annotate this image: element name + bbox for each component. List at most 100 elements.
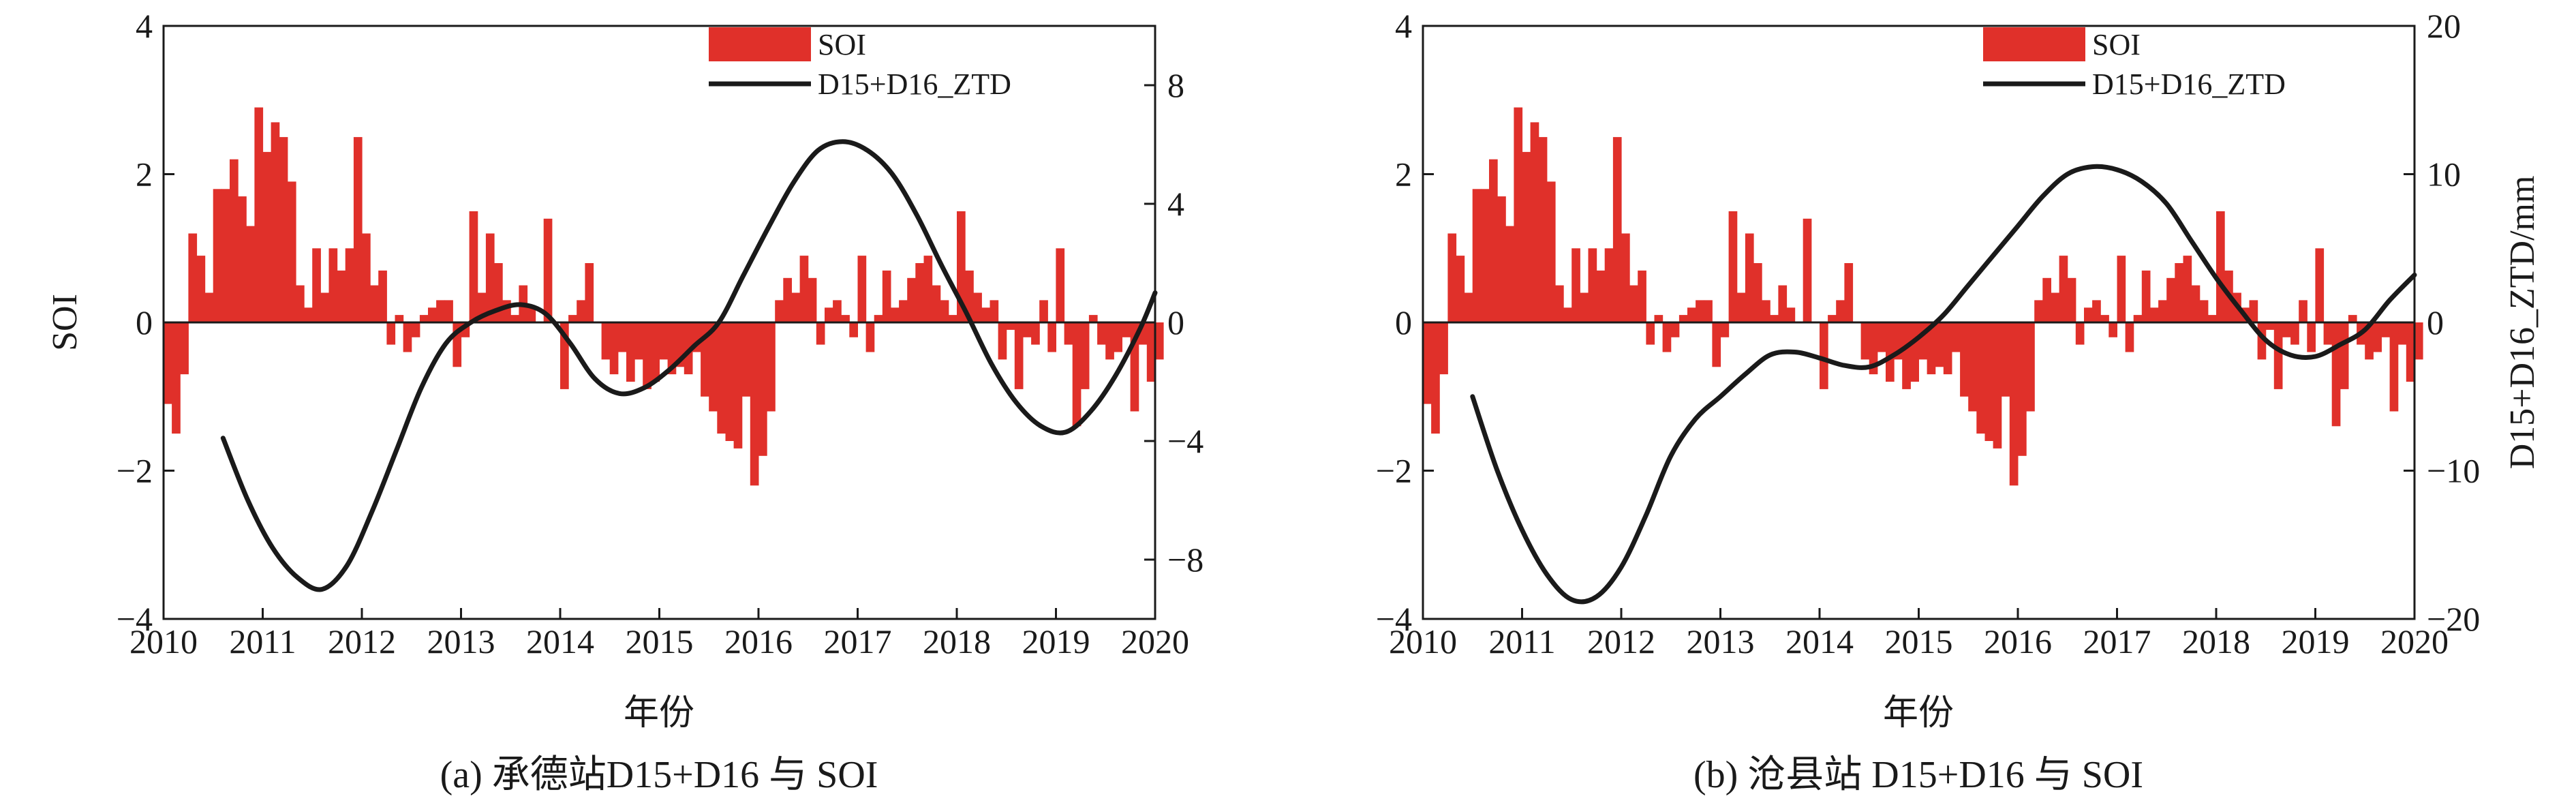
soi-bar [527,307,536,323]
soi-bar [1097,322,1106,345]
soi-bar [254,107,264,322]
soi-bar [990,300,999,322]
y-tick-label-left: −2 [1376,452,1412,490]
soi-bar [791,292,801,322]
soi-bar [1646,322,1655,345]
soi-bar [651,322,660,382]
soi-bar [899,300,908,322]
x-tick-label: 2014 [1785,622,1854,660]
panel-a: 2010 2011 2012 2013 2014 2015 2016 2017 2018 2019… [46,7,1203,796]
soi-bar [2100,315,2109,322]
soi-bar [2034,300,2043,322]
soi-bar [1662,322,1672,352]
soi-bar [667,322,677,375]
soi-bar [1080,322,1090,389]
soi-bar [411,322,420,337]
soi-bar [238,196,247,322]
soi-bar [2133,315,2143,322]
soi-bar [626,322,635,382]
soi-bar [775,300,784,322]
soi-bar [2348,315,2357,322]
legend-label-ztd-a: D15+D16_ZTD [818,67,1011,101]
soi-bar [1563,307,1572,323]
soi-bar [204,292,214,322]
soi-bar [1902,322,1911,389]
soi-bar [1480,189,1490,323]
x-tick-label: 2013 [427,622,495,660]
soi-bar [172,322,181,434]
soi-bar [585,263,594,322]
soi-bar [1820,322,1828,389]
soi-bar [1555,285,1564,322]
soi-bar [271,122,280,322]
soi-bar [262,151,272,322]
x-axis-title-a: 年份 [624,694,694,733]
soi-bar [1612,137,1622,322]
x-tick-label: 2013 [1687,622,1755,660]
soi-bar [320,292,330,322]
soi-bar [1088,315,1098,322]
soi-bar [725,322,735,441]
soi-bar [1571,248,1580,323]
soi-bar [2414,322,2423,360]
soi-bar [1828,315,1837,322]
y-axis-title-left-a: SOI [46,294,85,351]
soi-bar [865,322,875,352]
soi-bar [948,315,957,322]
soi-bar [328,248,338,323]
soi-bar [617,322,627,352]
x-tick-label: 2018 [923,622,991,660]
soi-bar [1935,322,1944,367]
soi-bar [494,263,503,322]
soi-bar [717,322,726,434]
soi-bar [825,307,833,323]
soi-bar [337,270,346,322]
soi-bar [2175,263,2183,322]
soi-bar [469,211,478,322]
x-tick-label: 2020 [1121,622,1189,660]
soi-bar [2216,211,2225,322]
soi-bar [296,285,305,322]
soi-bar [1877,322,1886,352]
soi-bar [1629,285,1638,322]
x-tick-label: 2016 [1984,622,2052,660]
soi-bar [444,300,453,322]
soi-bar [1154,322,1164,360]
soi-bar [1943,322,1952,375]
x-tick-label: 2015 [1885,622,1953,660]
soi-bar [2191,285,2201,322]
soi-bar [196,256,206,322]
soi-bar [841,315,850,322]
soi-bar [601,322,611,360]
soi-bar [2397,322,2407,345]
soi-bar [1072,322,1082,427]
x-tick-label: 2016 [724,622,793,660]
legend-swatch-soi-b [1983,27,2085,61]
soi-bar [1423,322,1432,404]
soi-bar [1505,226,1514,322]
y-tick-label-left: −2 [117,452,153,490]
soi-bar [2026,322,2035,412]
soi-bar [709,322,718,412]
soi-bar [188,233,198,322]
ztd-line-a [220,139,1158,592]
soi-bar [2009,322,2019,486]
soi-bar [428,307,437,323]
soi-bar [874,315,883,322]
soi-bar [932,285,941,322]
x-tick-label: 2017 [824,622,892,660]
y-tick-label-left: −4 [1376,600,1412,638]
soi-bar [1976,322,1985,434]
soi-bar [1960,322,1969,397]
y-tick-label-right: 10 [2427,155,2461,194]
soi-bar [1146,322,1156,382]
y-tick-label-left: 0 [1395,303,1412,341]
soi-bar [2042,277,2051,323]
soi-bar [849,322,858,337]
y-tick-label-left: 0 [136,303,153,341]
soi-bar [2092,300,2101,322]
soi-bar [1918,322,1928,360]
soi-bar [287,181,296,322]
soi-bar [1869,322,1878,375]
soi-bar [1736,292,1746,322]
